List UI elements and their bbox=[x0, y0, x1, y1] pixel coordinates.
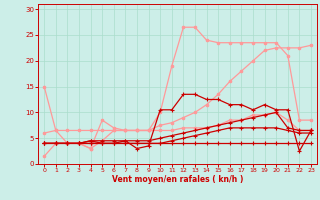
X-axis label: Vent moyen/en rafales ( kn/h ): Vent moyen/en rafales ( kn/h ) bbox=[112, 175, 243, 184]
